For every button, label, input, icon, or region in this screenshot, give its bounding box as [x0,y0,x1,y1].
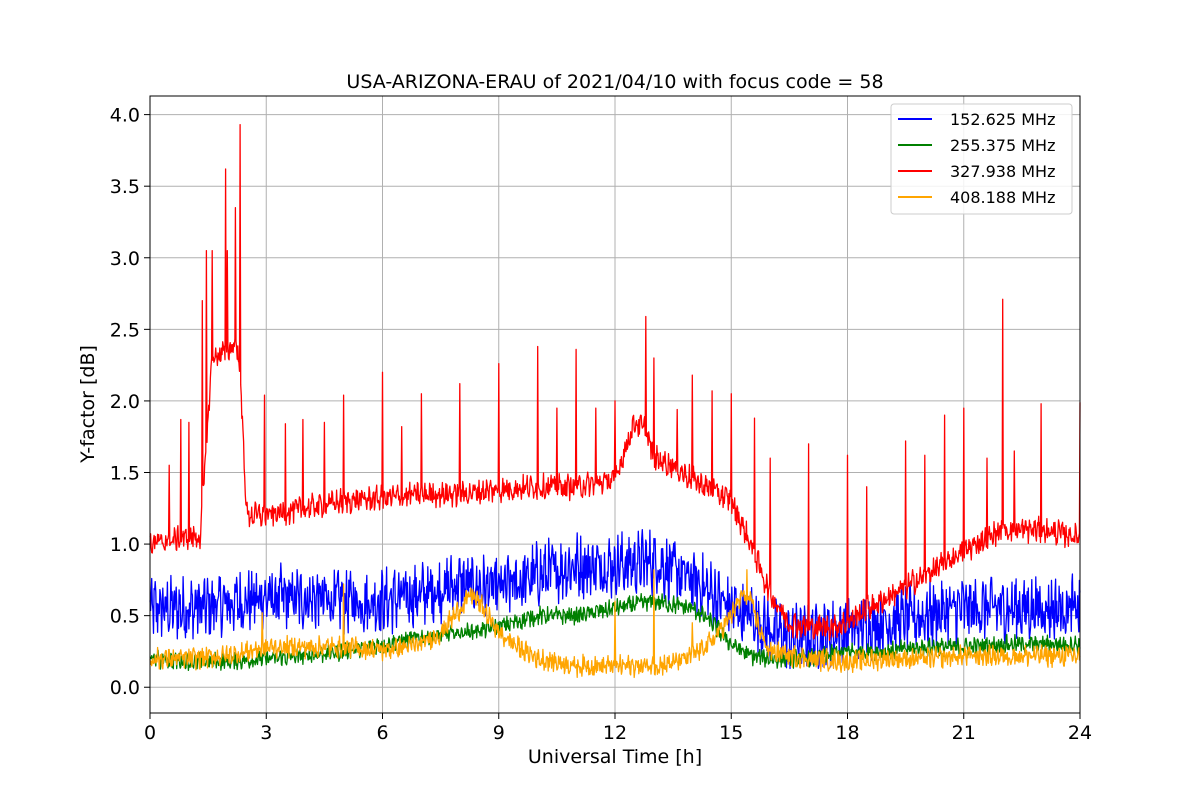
y-tick-label: 0.0 [110,677,140,699]
y-axis-label: Y-factor [dB] [77,345,99,464]
x-axis-ticks: 0 3 6 9 12 15 18 21 24 [144,713,1092,744]
x-tick-label: 21 [952,722,976,744]
x-tick-label: 12 [603,722,627,744]
y-tick-label: 3.5 [110,176,140,198]
y-tick-label: 2.5 [110,319,140,341]
y-tick-label: 1.0 [110,534,140,556]
series-line [149,529,1081,670]
x-tick-label: 6 [376,722,388,744]
y-axis-ticks: 0.0 0.5 1.0 1.5 2.0 2.5 3.0 3.5 4.0 [110,105,150,699]
x-tick-label: 3 [260,722,272,744]
x-axis-label: Universal Time [h] [528,746,702,768]
legend: 152.625 MHz 255.375 MHz 327.938 MHz 408.188… [890,103,1073,215]
legend-label: 327.938 MHz [950,162,1055,181]
legend-label: 255.375 MHz [950,136,1055,155]
chart-title: USA-ARIZONA-ERAU of 2021/04/10 with focu… [346,71,883,93]
x-tick-label: 9 [493,722,505,744]
x-tick-label: 18 [835,722,859,744]
series-327-938-mhz [149,123,1081,642]
x-tick-label: 24 [1068,722,1092,744]
y-tick-label: 4.0 [110,105,140,127]
legend-box [890,103,1073,215]
series-152-625-mhz [149,529,1081,670]
x-tick-label: 15 [719,722,743,744]
y-tick-label: 2.0 [110,391,140,413]
series-line [149,123,1081,642]
series-line [149,569,1081,679]
series-408-188-mhz [149,569,1081,679]
y-tick-label: 3.0 [110,248,140,270]
legend-label: 408.188 MHz [950,188,1055,207]
legend-label: 152.625 MHz [950,110,1055,129]
x-tick-label: 0 [144,722,156,744]
y-tick-label: 1.5 [110,462,140,484]
plot-series [149,123,1081,679]
y-tick-label: 0.5 [110,606,140,628]
